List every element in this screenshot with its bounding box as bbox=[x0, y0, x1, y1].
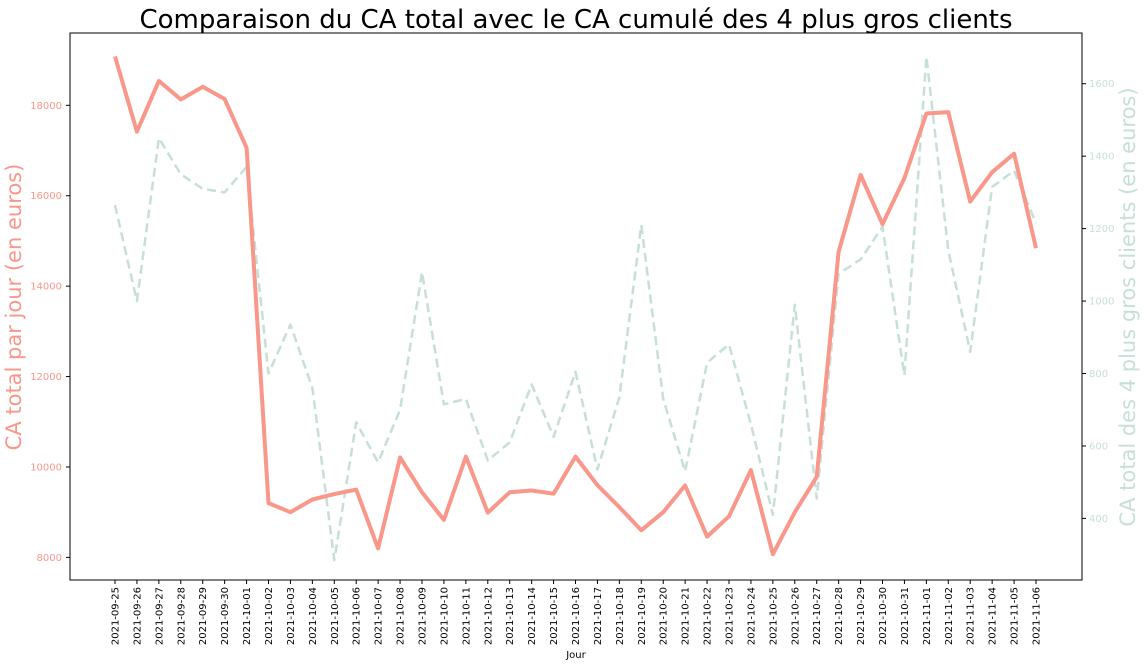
x-tick-label: 2021-11-02 bbox=[944, 587, 955, 645]
x-tick-label: 2021-10-26 bbox=[790, 587, 801, 645]
left-y-tick-label: 10000 bbox=[30, 462, 62, 473]
x-tick-label: 2021-10-08 bbox=[396, 587, 407, 645]
right-y-axis: 400 600 800 1000 1200 1400 1600 bbox=[1082, 79, 1114, 525]
x-tick-label: 2021-11-06 bbox=[1032, 587, 1043, 645]
x-tick-label: 2021-10-01 bbox=[242, 587, 253, 645]
left-y-axis: 8000 10000 12000 14000 16000 18000 bbox=[30, 101, 70, 564]
x-tick-label: 2021-10-02 bbox=[264, 587, 275, 645]
x-tick-label: 2021-09-26 bbox=[132, 587, 143, 645]
x-tick-label: 2021-10-14 bbox=[527, 587, 538, 645]
x-tick-label: 2021-10-28 bbox=[834, 587, 845, 645]
left-y-tick-label: 12000 bbox=[30, 372, 62, 383]
x-tick-label: 2021-10-27 bbox=[812, 587, 823, 645]
x-tick-label: 2021-10-10 bbox=[439, 587, 450, 645]
right-y-tick-label: 1000 bbox=[1089, 297, 1114, 308]
right-y-tick-label: 400 bbox=[1089, 514, 1108, 525]
right-y-axis-label: CA total des 4 plus gros clients (en eur… bbox=[1116, 87, 1140, 526]
x-axis-label: Jour bbox=[565, 650, 586, 661]
x-tick-label: 2021-10-11 bbox=[461, 587, 472, 645]
x-tick-label: 2021-09-27 bbox=[154, 587, 165, 645]
left-y-tick-label: 14000 bbox=[30, 282, 62, 293]
left-y-tick-label: 18000 bbox=[30, 101, 62, 112]
x-tick-label: 2021-09-25 bbox=[111, 587, 122, 645]
x-tick-label: 2021-09-29 bbox=[198, 587, 209, 645]
x-tick-label: 2021-10-17 bbox=[593, 587, 604, 645]
x-tick-label: 2021-10-22 bbox=[703, 587, 714, 645]
x-tick-label: 2021-09-28 bbox=[176, 587, 187, 645]
right-y-tick-label: 1600 bbox=[1089, 79, 1114, 90]
x-tick-label: 2021-10-20 bbox=[659, 587, 670, 645]
x-axis: 2021-09-25 2021-09-26 2021-09-27 2021-09-28… bbox=[111, 580, 1043, 645]
x-tick-label: 2021-10-07 bbox=[374, 587, 385, 645]
x-tick-label: 2021-11-05 bbox=[1010, 587, 1021, 645]
x-tick-label: 2021-10-30 bbox=[878, 587, 889, 645]
x-tick-label: 2021-10-21 bbox=[681, 587, 692, 645]
x-tick-label: 2021-10-29 bbox=[856, 587, 867, 645]
x-tick-label: 2021-10-13 bbox=[505, 587, 516, 645]
plot-area bbox=[69, 32, 1083, 581]
x-tick-label: 2021-10-12 bbox=[483, 587, 494, 645]
left-y-tick-label: 8000 bbox=[37, 553, 62, 564]
x-tick-label: 2021-10-24 bbox=[746, 587, 757, 645]
x-tick-label: 2021-10-09 bbox=[418, 587, 429, 645]
x-tick-label: 2021-10-23 bbox=[725, 587, 736, 645]
x-tick-label: 2021-10-04 bbox=[308, 587, 319, 645]
x-tick-label: 2021-11-01 bbox=[922, 587, 933, 645]
x-tick-label: 2021-10-25 bbox=[768, 587, 779, 645]
x-tick-label: 2021-10-18 bbox=[615, 587, 626, 645]
x-tick-label: 2021-11-03 bbox=[966, 587, 977, 645]
x-tick-label: 2021-10-19 bbox=[637, 587, 648, 645]
x-tick-label: 2021-09-30 bbox=[220, 587, 231, 645]
x-tick-label: 2021-10-15 bbox=[549, 587, 560, 645]
x-tick-label: 2021-11-04 bbox=[988, 587, 999, 645]
x-tick-label: 2021-10-16 bbox=[571, 587, 582, 645]
left-y-axis-label: CA total par jour (en euros) bbox=[2, 164, 26, 451]
right-y-tick-label: 1200 bbox=[1089, 224, 1114, 235]
x-tick-label: 2021-10-05 bbox=[330, 587, 341, 645]
series-line-total bbox=[113, 55, 1038, 557]
right-y-tick-label: 600 bbox=[1089, 441, 1108, 452]
x-tick-label: 2021-10-31 bbox=[900, 587, 911, 645]
x-tick-label: 2021-10-03 bbox=[286, 587, 297, 645]
x-tick-label: 2021-10-06 bbox=[352, 587, 363, 645]
chart-title: Comparaison du CA total avec le CA cumul… bbox=[139, 5, 1012, 35]
right-y-tick-label: 1400 bbox=[1089, 152, 1114, 163]
right-y-tick-label: 800 bbox=[1089, 369, 1108, 380]
series-line-top4 bbox=[113, 55, 1038, 562]
left-y-tick-label: 16000 bbox=[30, 191, 62, 202]
